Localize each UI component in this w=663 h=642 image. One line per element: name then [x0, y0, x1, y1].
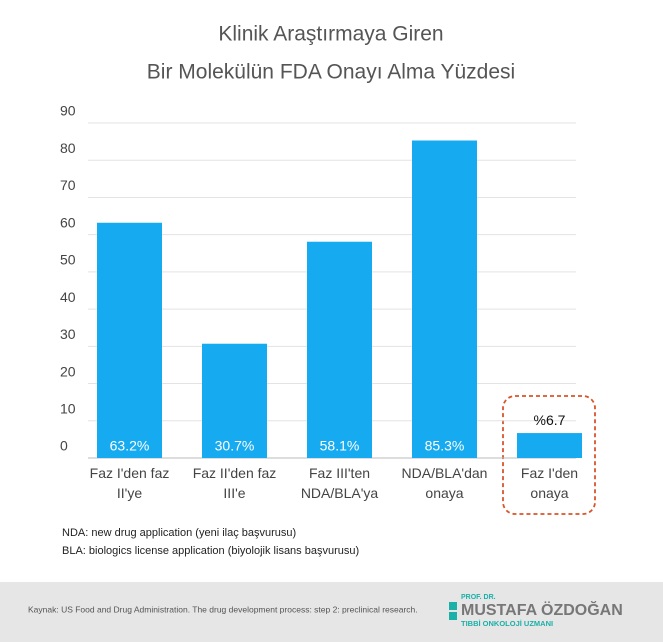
footer [0, 582, 663, 642]
logo-name: MUSTAFA ÖZDOĞAN [461, 600, 623, 619]
y-tick-label: 90 [60, 103, 76, 119]
bar [97, 222, 162, 458]
x-tick-label: NDA/BLA'dan onaya [402, 465, 488, 501]
bar [202, 343, 267, 458]
y-tick-label: 60 [60, 214, 76, 230]
y-tick-label: 80 [60, 140, 76, 156]
y-tick-label: 30 [60, 326, 76, 342]
value-label: %6.7 [534, 412, 566, 428]
y-tick-label: 0 [60, 438, 68, 454]
highlight-box [502, 395, 596, 515]
x-tick-label: Faz I'den faz II'ye [90, 465, 170, 501]
y-tick-label: 70 [60, 177, 76, 193]
x-tick-label: Faz I'den onaya [521, 465, 578, 501]
y-tick-label: 10 [60, 400, 76, 416]
y-tick-label: 20 [60, 363, 76, 379]
bar [412, 140, 477, 458]
value-label: 63.2% [110, 438, 150, 454]
logo-sub: TIBBİ ONKOLOJİ UZMANI [461, 619, 553, 628]
y-tick-label: 50 [60, 252, 76, 268]
y-tick-label: 40 [60, 289, 76, 305]
logo-top: PROF. DR. [461, 594, 496, 601]
chart-title: Bir Molekülün FDA Onayı Alma Yüzdesi [147, 61, 515, 84]
x-tick-label: Faz III'ten NDA/BLA'ya [301, 465, 379, 501]
x-tick-label: Faz II'den faz III'e [193, 465, 277, 501]
source: Kaynak: US Food and Drug Administration.… [28, 604, 418, 614]
bar [517, 433, 582, 458]
value-label: 30.7% [215, 438, 255, 454]
note: NDA: new drug application (yeni ilaç baş… [62, 527, 296, 539]
note: BLA: biologics license application (biyo… [62, 545, 359, 557]
logo-mark [449, 602, 457, 610]
chart-title: Klinik Araştırmaya Giren [218, 23, 443, 46]
value-label: 58.1% [320, 438, 360, 454]
bar [307, 241, 372, 458]
value-label: 85.3% [425, 438, 465, 454]
logo-mark [449, 612, 457, 620]
